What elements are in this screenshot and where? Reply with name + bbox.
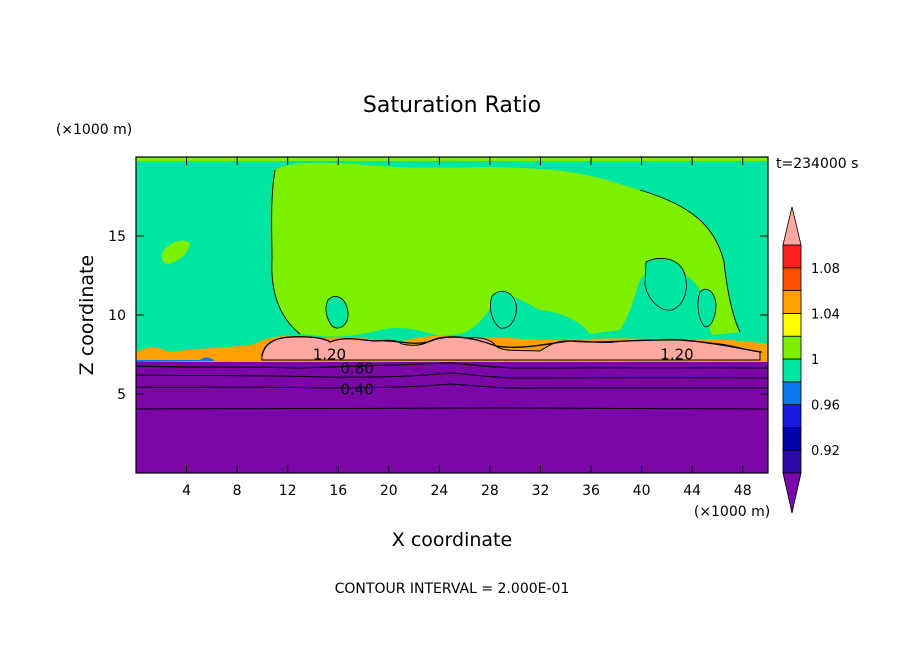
colorbar-swatch	[782, 244, 802, 269]
colorbar-swatch	[782, 404, 802, 428]
contour-lines	[136, 169, 768, 410]
colorbar-under-arrow	[782, 472, 802, 514]
colorbar-swatch	[782, 358, 802, 383]
x-tick-label: 44	[683, 483, 701, 499]
x-tick-label: 12	[279, 483, 297, 499]
field-cell-mid	[490, 290, 517, 329]
contour-line-0-20	[136, 407, 768, 410]
field-cell-left	[644, 257, 687, 311]
colorbar-swatch	[782, 426, 802, 451]
contour-label: 0.80	[340, 360, 373, 378]
field-region-supersat-main	[270, 162, 740, 337]
x-tick-label: 4	[182, 483, 191, 499]
field-band-transition	[136, 357, 215, 362]
contour-line-0-60	[136, 372, 768, 379]
colorbar-swatch	[782, 267, 802, 291]
y-axis-unit: (×1000 m)	[56, 122, 132, 138]
x-tick-label: 36	[582, 483, 600, 499]
y-tick-label: 10	[108, 308, 126, 324]
contour-label: 1.20	[313, 346, 346, 364]
x-tick-label: 48	[734, 483, 752, 499]
contour-labels: 1.200.800.401.20	[313, 346, 694, 399]
x-tick-label: 40	[633, 483, 651, 499]
contour-interval-footer: CONTOUR INTERVAL = 2.000E-01	[335, 581, 570, 597]
x-tick-label: 32	[532, 483, 550, 499]
colorbar-swatch	[782, 335, 802, 360]
contour-field	[136, 157, 768, 473]
field-cell-upper-left	[161, 240, 190, 264]
colorbar-tick-label: 1.08	[811, 262, 840, 277]
colorbar-tick-label: 1	[811, 353, 819, 368]
contour-line-1-00	[271, 169, 301, 335]
colorbar-over-arrow	[782, 206, 802, 246]
contour-line-1-20	[261, 336, 763, 357]
colorbar-tick-label: 0.96	[811, 399, 840, 414]
field-cell-right	[697, 288, 717, 328]
field-top-band	[136, 157, 768, 161]
x-tick-label: 28	[481, 483, 499, 499]
y-tick-label: 15	[108, 229, 126, 245]
chart-title: Saturation Ratio	[363, 93, 541, 118]
y-axis: 5 10 15	[108, 229, 768, 403]
x-tick-label: 16	[329, 483, 347, 499]
x-tick-label: 24	[430, 483, 448, 499]
x-tick-label: 20	[380, 483, 398, 499]
colorbar-swatch	[782, 449, 802, 474]
x-axis-label: X coordinate	[392, 529, 512, 551]
contour-line-1-00-right	[639, 189, 741, 333]
x-axis: 4 8 12 16 20 24 28 32 36 40 44 48	[182, 157, 752, 499]
contour-label: 0.40	[340, 380, 373, 398]
field-cell-center	[325, 296, 349, 329]
time-label: t=234000 s	[776, 156, 858, 172]
x-tick-label: 8	[233, 483, 242, 499]
colorbar-tick-label: 1.04	[811, 307, 840, 322]
colorbar-tick-label: 0.92	[811, 444, 840, 459]
colorbar-swatch	[782, 312, 802, 337]
colorbar: 0.92 0.96 1 1.04 1.08	[782, 206, 840, 514]
x-axis-unit: (×1000 m)	[694, 504, 770, 520]
contour-line-0-80	[136, 362, 768, 369]
contour-line-0-40	[136, 383, 768, 389]
field-band-dry	[136, 362, 768, 473]
y-tick-label: 5	[117, 387, 126, 403]
y-axis-label: Z coordinate	[76, 255, 98, 375]
colorbar-swatch	[782, 381, 802, 405]
colorbar-swatch	[782, 290, 802, 314]
contour-label: 1.20	[660, 346, 693, 364]
